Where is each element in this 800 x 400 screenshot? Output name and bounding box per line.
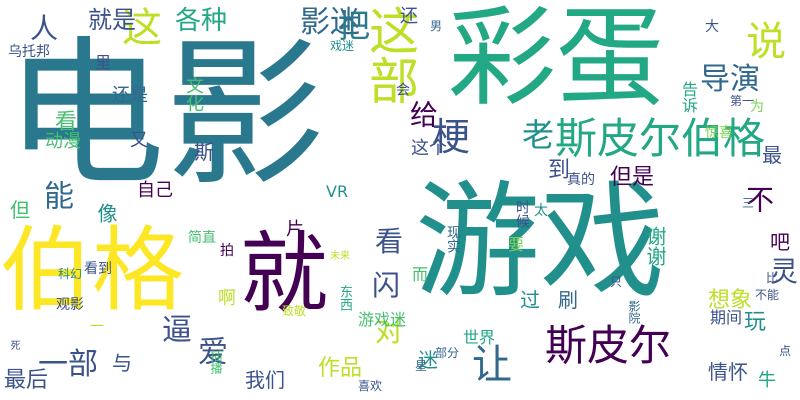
word: 游戏迷 <box>358 310 407 329</box>
word: 而 <box>409 266 428 282</box>
word: 这 <box>122 5 162 51</box>
word: 三 <box>742 196 755 210</box>
word: 期间 <box>710 308 743 327</box>
word: 点 <box>779 344 792 358</box>
word: 乌托邦 <box>8 44 50 60</box>
word: 未来 <box>330 251 350 262</box>
word: 最 <box>762 143 782 167</box>
word: 会 <box>394 82 410 96</box>
word: 玩 <box>744 310 767 335</box>
word: 影院 <box>627 300 641 324</box>
word: 插播 <box>209 350 223 374</box>
word: 星 <box>415 359 428 373</box>
word: 但 <box>10 198 30 222</box>
word: 看 <box>55 110 78 135</box>
word: 又 <box>130 130 148 151</box>
word: 还是 <box>112 85 148 106</box>
word: 最后 <box>4 368 49 393</box>
word: 时候 <box>514 200 530 228</box>
word: 东西 <box>337 285 352 311</box>
word: 致敬 <box>282 304 307 318</box>
word: 第一 <box>730 94 755 108</box>
word: 斯皮尔 <box>545 321 672 370</box>
word: 男 <box>430 19 443 33</box>
word: 迷 <box>418 348 438 372</box>
word: 自己 <box>137 180 173 201</box>
word: 说 <box>739 20 785 60</box>
word: 比 <box>766 271 779 285</box>
word: 到 <box>548 158 571 183</box>
word: 动漫 <box>45 131 81 152</box>
word: 里 <box>95 53 112 72</box>
word: 为 <box>750 99 764 115</box>
word: 太 <box>534 203 548 219</box>
word: 简直 <box>188 230 216 246</box>
word: 把 <box>338 7 371 45</box>
word: 还 <box>400 6 418 27</box>
word: 文化 <box>183 76 204 112</box>
word: 大 <box>705 19 719 35</box>
word: 喜欢 <box>358 379 383 393</box>
word: 游戏 <box>415 170 665 315</box>
word: 只 <box>610 275 623 289</box>
word: 不能 <box>755 288 780 302</box>
word: 不 <box>742 185 775 213</box>
word: 闪 <box>372 269 401 302</box>
word: 电影 <box>5 21 326 208</box>
word: 部分 <box>435 346 460 360</box>
word: 就是 <box>88 6 136 34</box>
word: 这部 <box>361 5 419 105</box>
word: 影迷 <box>300 5 360 40</box>
word: 要 <box>508 235 525 254</box>
word: 人 <box>30 12 59 45</box>
word: 各种 <box>175 6 228 36</box>
word: 观影 <box>56 297 84 313</box>
word: 彩蛋 <box>448 0 665 121</box>
word: 拍 <box>220 243 234 259</box>
word: VR <box>326 182 349 201</box>
word: 啊 <box>218 288 236 309</box>
word: 牛 <box>758 370 776 391</box>
word: 刷 <box>558 288 578 312</box>
word: 这个 <box>411 138 447 159</box>
word: 爱 <box>198 335 228 370</box>
word: 我们 <box>245 368 285 392</box>
word: 看到 <box>84 261 112 277</box>
word: 一部 <box>38 347 98 382</box>
word: 现实 <box>445 225 461 253</box>
word: 一 <box>90 319 104 335</box>
word: 给 <box>406 100 439 128</box>
word: 就 <box>240 222 329 325</box>
word: 但是 <box>610 165 655 190</box>
word: 作品 <box>318 356 363 381</box>
word: 科幻 <box>58 267 83 281</box>
word: 斯 <box>194 140 214 164</box>
word: 斯皮尔伯格 <box>555 114 766 163</box>
word: 与 <box>112 351 132 375</box>
word: 灵 <box>770 255 799 288</box>
word: 情怀 <box>708 360 748 384</box>
word: 戏迷 <box>330 39 355 53</box>
word: 伯格 <box>0 217 185 324</box>
word: 梗 <box>432 115 471 159</box>
word: 对 <box>375 315 404 348</box>
word: 谢谢 <box>643 226 667 266</box>
word: 能 <box>38 180 73 210</box>
word: 吧 <box>770 230 790 254</box>
word: 老 <box>517 118 555 150</box>
word: 像 <box>94 203 118 223</box>
word: 看 <box>375 225 404 258</box>
word: 过 <box>520 288 540 312</box>
word: 告诉 <box>679 81 698 113</box>
word: 真的 <box>567 172 595 188</box>
word: 片 <box>286 219 304 240</box>
word: 世界 <box>463 328 496 347</box>
word: 导演 <box>700 62 760 97</box>
word: 想象 <box>708 288 753 313</box>
word: 让 <box>472 342 512 388</box>
word: 死 <box>8 340 19 350</box>
word: 逼 <box>162 313 192 348</box>
word: 惊喜 <box>705 125 733 141</box>
